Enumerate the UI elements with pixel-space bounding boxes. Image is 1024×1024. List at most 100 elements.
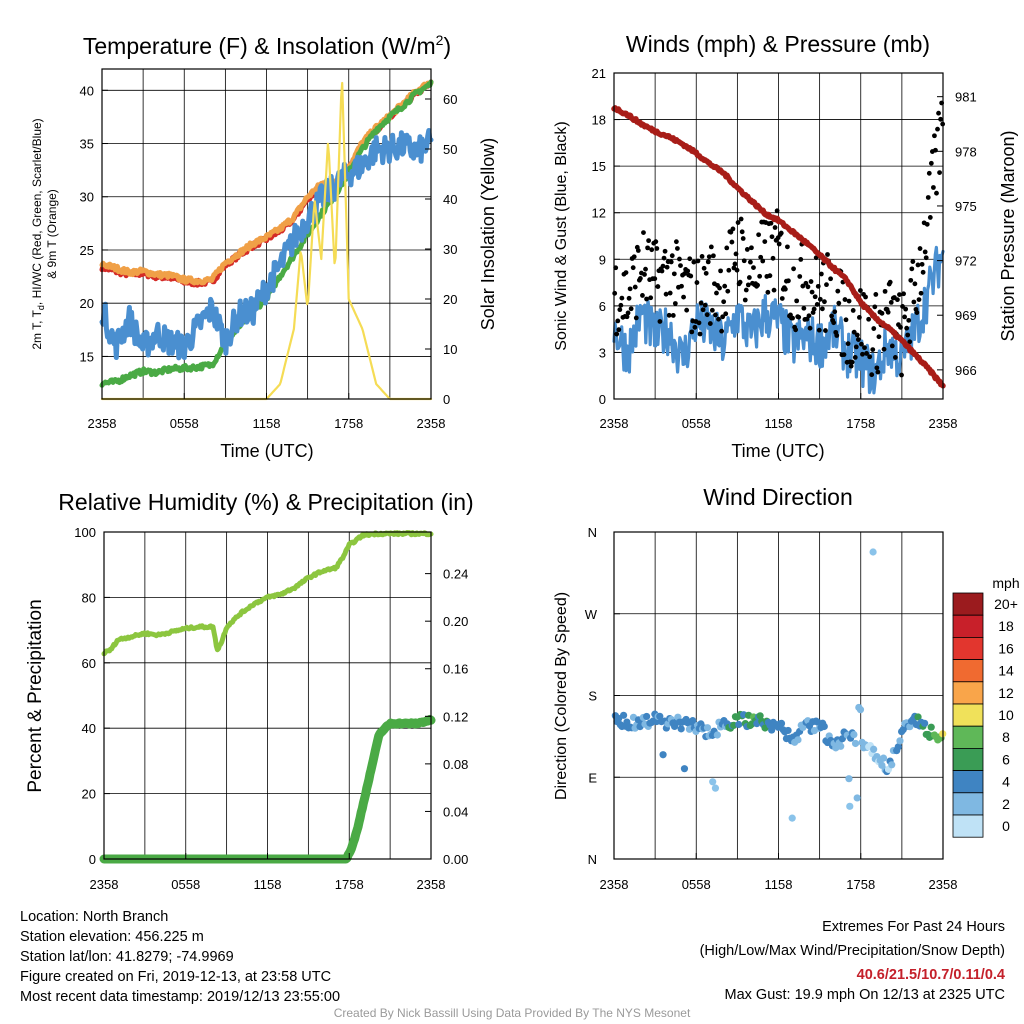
gust-point [882,288,888,294]
gust-point [924,221,930,227]
gust-point [935,126,940,132]
gust-point [928,160,934,166]
series-line [611,105,946,389]
station-elevation: Station elevation: 456.225 m [20,929,204,945]
y2-tick-label: 969 [955,308,977,323]
gust-point [917,246,923,251]
direction-point [788,814,796,822]
y2-tick-label: 0.16 [443,662,468,677]
gust-point [927,215,933,220]
gust-point [854,332,860,338]
y-tick-label: 80 [82,590,96,605]
gust-point [881,346,887,352]
gust-point [643,266,648,272]
y2-tick-label: 0.12 [443,709,468,724]
series-line [612,245,945,395]
y-tick-label: 9 [599,252,606,267]
gust-point [760,258,766,264]
gust-point [809,289,815,295]
gust-point [626,295,632,301]
gust-point [655,284,661,289]
y-tick-label: W [585,607,598,622]
colorbar-swatch [952,748,984,772]
y-tick-label: 3 [599,345,606,360]
gust-point [697,331,703,337]
y-tick-label: 40 [82,721,96,736]
gust-point [618,302,624,308]
gust-point [757,273,763,279]
gust-point [869,372,875,378]
direction-point [689,717,697,725]
gust-point [872,304,878,310]
gust-point [739,229,745,235]
colorbar-swatch [952,592,984,616]
gust-point [707,321,713,326]
direction-point [756,712,764,720]
gust-point [612,290,618,296]
gust-point [908,277,914,283]
direction-point [879,754,888,762]
x-tick-label: 1158 [765,416,793,431]
gust-point [738,216,744,222]
station-latlon: Station lat/lon: 41.8279; -74.9969 [20,949,234,965]
direction-point [794,736,802,744]
gust-point [722,283,728,289]
x-tick-label: 2358 [600,416,629,431]
gust-point [920,269,926,275]
gust-point [648,295,654,301]
gust-point [905,332,911,338]
y2-tick-label: 0 [443,392,450,407]
y2-tick-label: 0.20 [443,614,468,629]
gust-point [918,290,924,296]
gust-point [691,259,697,265]
gust-point [814,302,820,307]
gust-point [925,195,931,200]
gust-point [797,274,803,279]
pressure-y-axis-label: Station Pressure (Maroon) [998,130,1018,341]
gust-point [864,351,869,356]
y-tick-label: 25 [80,243,94,258]
gust-point [624,314,630,320]
colorbar-swatch [952,703,984,727]
gust-point [668,259,674,265]
gust-point [798,257,804,262]
gust-point [816,327,822,333]
gust-point [694,280,700,285]
direction-gridlines [614,532,943,859]
humidity-y-axis-label: Percent & Precipitation [25,599,46,792]
gust-point [866,316,872,322]
y-tick-label: 15 [592,159,606,174]
gust-point [823,328,828,333]
x-tick-label: 0558 [170,416,199,431]
x-tick-label: 0558 [682,877,711,892]
gust-point [641,230,646,236]
y2-tick-label: 975 [955,199,977,214]
wind-y-axis-label: Sonic Wind & Gust (Blue, Black) [553,121,570,350]
extremes-subtitle: (High/Low/Max Wind/Precipitation/Snow De… [699,943,1005,959]
extremes-values: 40.6/21.5/10.7/0.11/0.4 [856,967,1005,983]
gust-point [922,249,928,255]
gust-point [870,347,876,353]
gust-point [811,306,817,312]
y-tick-label: 20 [82,787,96,802]
gust-point [627,286,633,292]
gust-point [652,276,658,282]
gust-point [914,310,920,315]
gust-point [831,320,837,326]
gust-point [863,294,868,300]
y-tick-label: 30 [80,190,94,205]
gust-point [786,278,791,284]
gust-point [743,287,749,293]
gust-point [726,267,732,273]
gust-point [803,280,809,286]
humidity-title: Relative Humidity (%) & Precipitation (i… [58,489,473,515]
gust-point [791,266,796,272]
gust-point [904,325,910,331]
direction-point [921,719,929,727]
gust-point [912,281,918,287]
direction-point [906,723,914,731]
speed-colorbar: 20+ 18 16 14 12 10 8 6 4 2 0 [952,592,1018,838]
x-tick-label: 2358 [90,877,119,892]
gust-point [832,309,838,315]
max-gust: Max Gust: 19.9 mph On 12/13 at 2325 UTC [724,987,1005,1003]
